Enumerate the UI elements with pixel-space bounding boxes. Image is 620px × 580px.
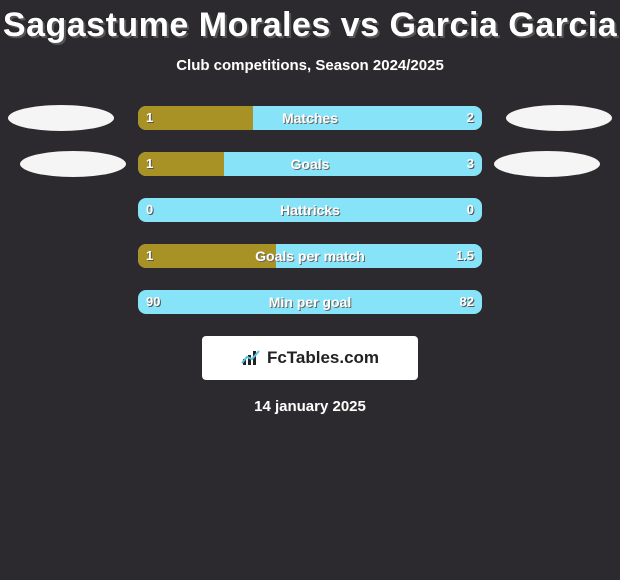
stat-bar: 00Hattricks <box>138 198 482 222</box>
stat-label: Goals per match <box>138 244 482 268</box>
date-label: 14 january 2025 <box>0 398 620 415</box>
page-title: Sagastume Morales vs Garcia Garcia <box>0 0 620 45</box>
stat-row: 00Hattricks <box>0 198 620 222</box>
stat-row: 11.5Goals per match <box>0 244 620 268</box>
player-avatar-left <box>20 151 126 177</box>
player-avatar-left <box>8 105 114 131</box>
stat-bar: 13Goals <box>138 152 482 176</box>
subtitle: Club competitions, Season 2024/2025 <box>0 57 620 74</box>
stat-label: Goals <box>138 152 482 176</box>
stat-row: 12Matches <box>0 106 620 130</box>
stat-row: 13Goals <box>0 152 620 176</box>
bar-chart-icon <box>241 349 263 367</box>
stat-row: 9082Min per goal <box>0 290 620 314</box>
stat-bar: 9082Min per goal <box>138 290 482 314</box>
stat-label: Min per goal <box>138 290 482 314</box>
player-avatar-right <box>506 105 612 131</box>
logo-text: FcTables.com <box>267 348 379 368</box>
logo-badge: FcTables.com <box>202 336 418 380</box>
stat-label: Hattricks <box>138 198 482 222</box>
stat-bar: 12Matches <box>138 106 482 130</box>
player-avatar-right <box>494 151 600 177</box>
comparison-chart: 12Matches 13Goals 00Hattricks 11.5Goals per… <box>0 106 620 314</box>
stat-label: Matches <box>138 106 482 130</box>
stat-bar: 11.5Goals per match <box>138 244 482 268</box>
